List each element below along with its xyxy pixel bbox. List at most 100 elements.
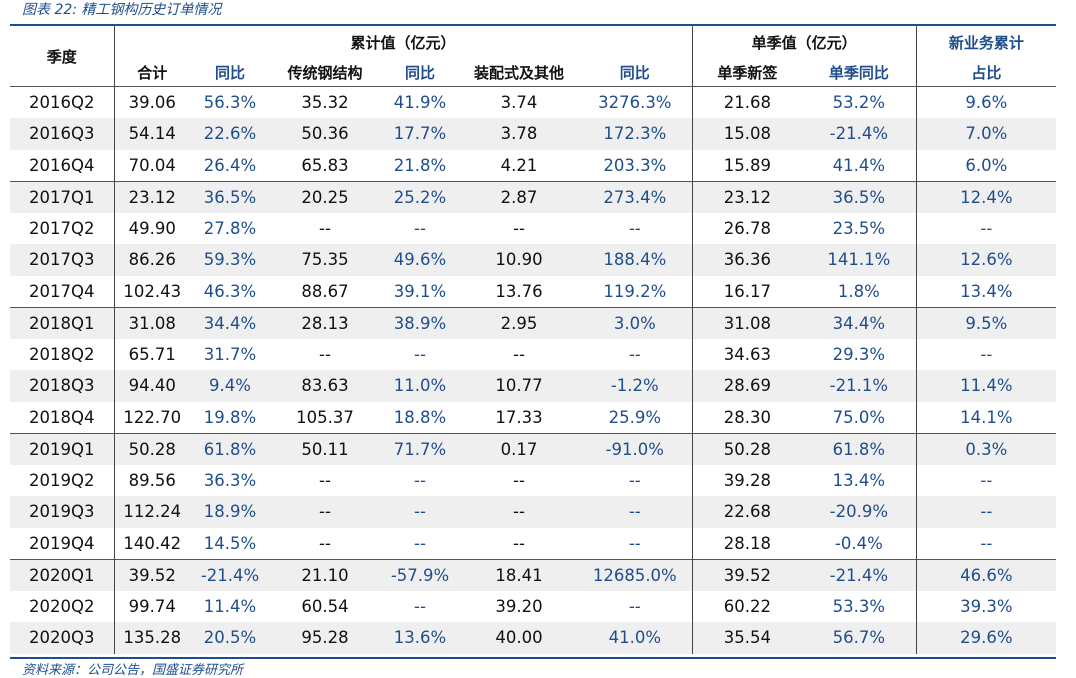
cell-quarter: 2017Q1 <box>10 180 115 213</box>
cell-traditional: -- <box>319 344 331 364</box>
table-row: 2017Q2 49.90 27.8% -- -- -- -- 26.78 23.5% -- <box>10 212 1056 244</box>
cell-traditional-yoy: 71.7% <box>380 432 460 465</box>
table-row: 2017Q4 102.43 46.3% 88.67 39.1% 13.76 119.2% 16… <box>10 275 1056 307</box>
cell-new-business-share: 7.0% <box>916 118 1057 150</box>
cell-traditional: 65.83 <box>301 155 349 175</box>
order-history-table: 季度 累计值（亿元） 单季值（亿元） 新业务累计 合计 同比 传统钢结构 同比 … <box>10 26 1057 654</box>
cell-prefab-yoy: 188.4% <box>578 244 693 276</box>
cell-total-yoy: 61.8% <box>190 432 270 465</box>
cell-total: 39.52 <box>114 558 190 591</box>
cell-total: 49.90 <box>128 218 176 238</box>
cell-single-new: 15.08 <box>692 118 803 150</box>
table-row: 2020Q3 135.28 20.5% 95.28 13.6% 40.00 41.0% 35.… <box>10 622 1057 654</box>
cell-prefab: 2.87 <box>460 180 578 213</box>
cell-new-business-share: 46.6% <box>916 558 1057 591</box>
cell-traditional: 88.67 <box>301 281 349 301</box>
cell-prefab: 0.17 <box>460 432 578 465</box>
cell-traditional-yoy: -- <box>414 596 426 616</box>
cell-single-new: 26.78 <box>723 218 771 238</box>
cell-traditional-yoy: -57.9% <box>380 558 460 591</box>
cell-prefab: 3.78 <box>460 118 578 150</box>
cell-traditional-yoy: 11.0% <box>380 370 460 402</box>
cell-new-business-share: -- <box>980 344 993 364</box>
cell-single-new: 34.63 <box>723 344 771 364</box>
cell-prefab: -- <box>513 470 525 490</box>
cell-total-yoy: 14.5% <box>203 533 257 553</box>
cell-quarter: 2020Q2 <box>10 590 115 622</box>
cell-prefab-yoy: 12685.0% <box>578 558 693 591</box>
header-single-new: 单季新签 <box>692 58 803 87</box>
cell-quarter: 2019Q4 <box>10 527 115 559</box>
cell-prefab-yoy: -- <box>578 496 693 528</box>
cell-new-business-share: 39.3% <box>960 596 1013 616</box>
cell-quarter: 2019Q2 <box>10 464 115 496</box>
cell-traditional: -- <box>319 218 331 238</box>
table-row: 2019Q4 140.42 14.5% -- -- -- -- 28.18 -0.4% -- <box>10 527 1056 559</box>
cell-single-new: 15.89 <box>723 155 771 175</box>
cell-total: 65.71 <box>128 344 176 364</box>
cell-prefab-yoy: -- <box>578 464 693 496</box>
cell-prefab-yoy: 172.3% <box>578 118 693 150</box>
cell-total-yoy: 18.9% <box>190 496 270 528</box>
cell-total: 31.08 <box>114 306 190 339</box>
cell-traditional: 20.25 <box>270 180 380 213</box>
cell-quarter: 2016Q3 <box>10 118 115 150</box>
cell-new-business-share: 0.3% <box>916 432 1057 465</box>
cell-prefab: 39.20 <box>495 596 543 616</box>
cell-prefab-yoy: 41.0% <box>578 622 693 654</box>
cell-new-business-share: 9.6% <box>965 93 1008 112</box>
cell-total-yoy: 19.8% <box>203 407 257 427</box>
cell-total: 50.28 <box>114 432 190 465</box>
cell-new-business-share: 12.6% <box>916 244 1057 276</box>
header-prefab: 装配式及其他 <box>460 58 578 87</box>
cell-traditional: 50.11 <box>270 432 380 465</box>
cell-single-new: 31.08 <box>692 306 803 339</box>
table-row: 2017Q3 86.26 59.3% 75.35 49.6% 10.90 188.4% 36.… <box>10 244 1057 276</box>
cell-total: 122.70 <box>123 407 182 427</box>
cell-traditional-yoy: 49.6% <box>380 244 460 276</box>
cell-prefab: -- <box>513 533 525 553</box>
cell-total: 39.06 <box>128 93 176 112</box>
cell-prefab: 18.41 <box>460 558 578 591</box>
cell-prefab: 4.21 <box>500 155 538 175</box>
table-row: 2016Q2 39.06 56.3% 35.32 41.9% 3.74 3276.3% 21.… <box>10 86 1056 118</box>
cell-traditional-yoy: 13.6% <box>380 622 460 654</box>
cell-single-new: 16.17 <box>723 281 771 301</box>
cell-single-new: 22.68 <box>692 496 803 528</box>
table-row: 2017Q1 23.12 36.5% 20.25 25.2% 2.87 273.4% 23.1… <box>10 180 1057 213</box>
cell-single-yoy: 1.8% <box>802 275 917 307</box>
cell-total: 140.42 <box>123 533 182 553</box>
cell-quarter: 2018Q1 <box>10 306 115 339</box>
cell-single-yoy: -21.4% <box>802 118 917 150</box>
cell-prefab-yoy: -1.2% <box>578 370 693 402</box>
cell-traditional: 50.36 <box>270 118 380 150</box>
cell-traditional-yoy: -- <box>414 470 426 490</box>
cell-new-business-share: 6.0% <box>965 155 1008 175</box>
cell-new-business-share: 29.6% <box>916 622 1057 654</box>
cell-single-new: 39.28 <box>723 470 771 490</box>
cell-traditional: 95.28 <box>270 622 380 654</box>
cell-total-yoy: 20.5% <box>190 622 270 654</box>
cell-prefab: -- <box>513 344 525 364</box>
cell-quarter: 2018Q3 <box>10 370 115 402</box>
header-prefab-yoy: 同比 <box>578 58 693 87</box>
table-row: 2018Q4 122.70 19.8% 105.37 18.8% 17.33 25.9% 28… <box>10 401 1056 433</box>
cell-prefab-yoy: 25.9% <box>578 401 693 433</box>
cell-new-business-share: -- <box>980 533 993 553</box>
cell-total-yoy: 34.4% <box>190 306 270 339</box>
cell-quarter: 2017Q2 <box>10 212 115 244</box>
table-row: 2020Q2 99.74 11.4% 60.54 -- 39.20 -- 60.22 53.3%… <box>10 590 1056 622</box>
cell-new-business-share: -- <box>980 218 993 238</box>
cell-quarter: 2018Q2 <box>10 338 115 370</box>
cell-single-yoy: 34.4% <box>802 306 917 339</box>
cell-prefab-yoy: -- <box>578 527 693 559</box>
cell-traditional: 75.35 <box>270 244 380 276</box>
cell-new-business-share: -- <box>916 496 1057 528</box>
header-new-business: 新业务累计 <box>948 33 1024 52</box>
cell-single-yoy: -20.9% <box>802 496 917 528</box>
cell-total-yoy: 11.4% <box>203 596 257 616</box>
cell-quarter: 2019Q3 <box>10 496 115 528</box>
table-row: 2018Q1 31.08 34.4% 28.13 38.9% 2.95 3.0% 31.08 3… <box>10 306 1057 339</box>
cell-single-yoy: 53.2% <box>802 86 917 118</box>
cell-total-yoy: 9.4% <box>190 370 270 402</box>
